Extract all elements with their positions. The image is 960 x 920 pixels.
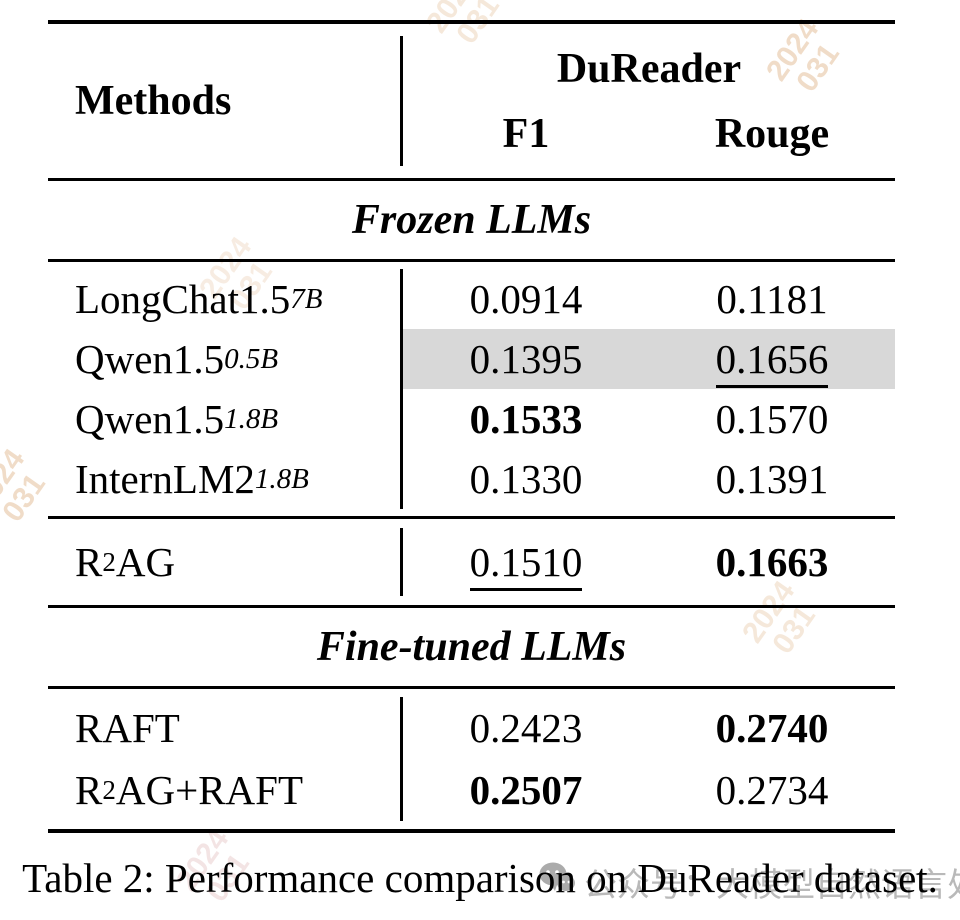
section-header-frozen-llms: Frozen LLMs	[351, 197, 592, 243]
table-row-values: 0.1510 0.1663	[403, 528, 895, 596]
table-rule	[48, 516, 895, 519]
method-name: R 2 AG	[75, 539, 176, 585]
f1-value: 0.2423	[469, 705, 583, 751]
fine-tuned-rows: RAFT R 2 AG+RAFT 0.2423 0.2740 0.2507 0.27…	[48, 689, 895, 829]
results-table: Methods DuReader F1 Rouge Frozen LLMs Lo…	[48, 20, 895, 833]
rouge-value: 0.2734	[715, 767, 829, 813]
f1-value: 0.1533	[469, 396, 583, 442]
method-name: InternLM2 1.8B	[75, 456, 309, 502]
table-rule	[48, 178, 895, 181]
rouge-value: 0.1656	[715, 336, 829, 388]
rouge-value: 0.2740	[715, 705, 829, 751]
f1-value: 0.2507	[469, 767, 583, 813]
methods-column-header: Methods	[75, 78, 232, 124]
f1-value: 0.1330	[469, 456, 583, 502]
f1-value: 0.1395	[469, 336, 583, 382]
f1-value: 0.1510	[469, 539, 583, 591]
table-rule	[48, 259, 895, 262]
wechat-bubbles-icon	[538, 861, 576, 903]
r2ag-row: R 2 AG 0.1510 0.1663	[48, 519, 895, 605]
rouge-value: 0.1391	[715, 456, 829, 502]
rouge-value: 0.1570	[715, 396, 829, 442]
table-rule	[48, 686, 895, 689]
table-header: Methods DuReader F1 Rouge	[48, 24, 895, 178]
rouge-value: 0.1663	[715, 539, 829, 585]
table-row-values-highlighted: 0.1395 0.1656	[403, 329, 895, 389]
rouge-value: 0.1181	[716, 276, 828, 322]
method-name: Qwen1.5 0.5B	[75, 336, 279, 382]
wechat-account-watermark: 公众号：大模型自然语言处理	[538, 858, 960, 906]
method-name: R 2 AG+RAFT	[75, 767, 304, 813]
dataset-header: DuReader	[556, 46, 742, 92]
frozen-llms-values: 0.0914 0.1181 0.1395 0.1656 0.1533 0.157…	[400, 269, 895, 509]
table-bottom-rule	[48, 829, 895, 833]
table-caption: Table 2: Performance comparison on DuRea…	[22, 855, 938, 901]
table-row-values: 0.0914 0.1181	[403, 269, 895, 329]
table-row-values: 0.2423 0.2740	[403, 697, 895, 759]
frozen-llms-rows: LongChat1.5 7B Qwen1.5 0.5B Qwen1.5 1.8B In…	[48, 262, 895, 516]
wechat-account-text: 公众号：大模型自然语言处理	[584, 866, 960, 903]
rouge-column-header: Rouge	[714, 111, 830, 157]
fine-tuned-values: 0.2423 0.2740 0.2507 0.2734	[400, 697, 895, 821]
values-header-cell: DuReader F1 Rouge	[400, 36, 895, 166]
method-name: RAFT	[75, 705, 180, 751]
section-header-fine-tuned-llms: Fine-tuned LLMs	[316, 624, 627, 670]
f1-value: 0.0914	[469, 276, 583, 322]
caption-area: 公众号：大模型自然语言处理 Table 2: Performance compa…	[0, 852, 960, 912]
table-row-values: 0.1533 0.1570	[403, 389, 895, 449]
method-name: Qwen1.5 1.8B	[75, 396, 279, 442]
table-row-values: 0.2507 0.2734	[403, 759, 895, 821]
table-top-rule	[48, 20, 895, 24]
f1-column-header: F1	[502, 111, 550, 157]
table-rule	[48, 605, 895, 608]
table-row-values: 0.1330 0.1391	[403, 449, 895, 509]
r2ag-values: 0.1510 0.1663	[400, 528, 895, 596]
method-name: LongChat1.5 7B	[75, 276, 323, 322]
